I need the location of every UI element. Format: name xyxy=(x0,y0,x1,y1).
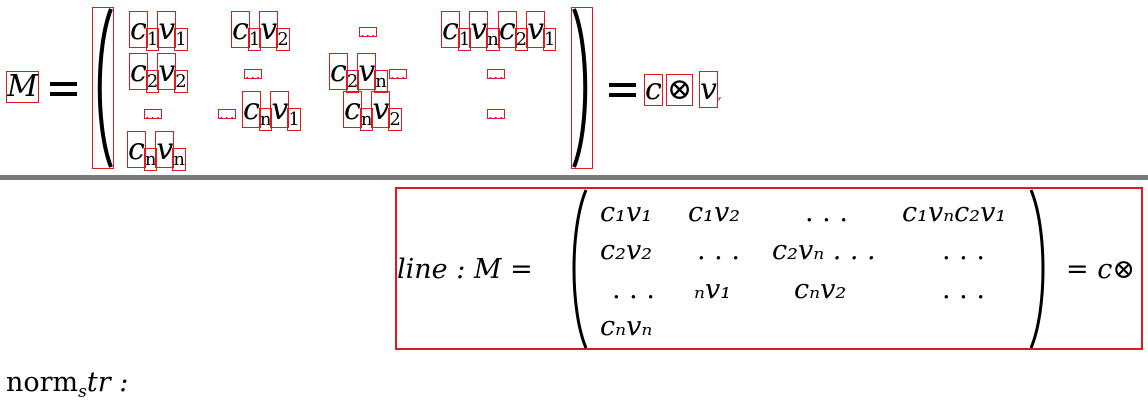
entry-r2c1: c2v2 xyxy=(129,53,188,93)
equals-bar-top xyxy=(50,82,77,86)
otimes-symbol: ⊗ xyxy=(665,72,694,107)
norm-rest: tr : xyxy=(86,367,129,398)
right-paren xyxy=(572,8,588,168)
m2-r2c4: . . . xyxy=(942,235,985,266)
rhs-c: c xyxy=(644,72,663,107)
entry-r3c3: cnv2 xyxy=(343,91,402,131)
annotated-expression: M c1v1 c1v2 ... c1vnc2v1 c2v2 ... c2vn .… xyxy=(0,0,1148,176)
norm-text: norm xyxy=(6,367,79,398)
left-paren-box xyxy=(92,7,114,169)
line-prefix: line : M = xyxy=(397,254,533,285)
entry-r1c1: c1v1 xyxy=(129,11,188,51)
m2-r1c3: . . . xyxy=(805,197,848,228)
entry-r3c2: cnv1 xyxy=(242,91,301,131)
entry-r2c3: c2vn xyxy=(329,53,388,93)
line-suffix: = c⊗ xyxy=(1066,254,1135,285)
rhs-equals-bar-bottom xyxy=(609,93,636,97)
rhs-equals-bar-top xyxy=(609,83,636,87)
rhs-v: v, xyxy=(699,71,723,108)
entry-r2c3-dots: ... xyxy=(388,67,408,83)
entry-r1c4: c1vnc2v1 xyxy=(441,11,557,51)
line-expression-box xyxy=(395,187,1143,350)
m2-r3c1: . . . xyxy=(612,274,655,305)
m2-r2c3: c₂vₙ . . . xyxy=(772,235,876,266)
entry-r1c3-dots: ... xyxy=(358,25,378,41)
m2-r2c2: . . . xyxy=(697,235,740,266)
m2-r4c1: cₙvₙ xyxy=(600,311,653,342)
entry-r3c2-dots: ... xyxy=(217,107,237,123)
m2-r1c1: c₁v₁ xyxy=(600,197,653,228)
entry-r2c4-dots: ... xyxy=(486,67,506,83)
norm-sub: s xyxy=(78,382,87,402)
entry-r1c2: c1v2 xyxy=(231,11,290,51)
lhs-symbol: M xyxy=(6,69,39,104)
equals-bar-bottom xyxy=(50,92,77,96)
separator-line xyxy=(0,175,1148,180)
left-paren xyxy=(97,8,113,168)
m2-r1c2: c₁v₂ xyxy=(688,197,741,228)
entry-r3c4-dots: ... xyxy=(486,107,506,123)
m2-r2c1: c₂v₂ xyxy=(600,235,653,266)
entry-r2c2-dots: ... xyxy=(243,67,263,83)
m2-r3c3: cₙv₂ xyxy=(794,274,847,305)
m2-r1c4: c₁vₙc₂v₁ xyxy=(902,197,1007,228)
m2-r3c4: . . . xyxy=(942,274,985,305)
right-paren-2 xyxy=(1029,189,1045,349)
norm-line: normstr : xyxy=(6,368,128,403)
m2-r3c2: ₙv₁ xyxy=(694,274,732,305)
left-paren-2 xyxy=(572,189,588,349)
entry-r3c1-dots: ... xyxy=(143,107,163,123)
right-paren-box xyxy=(571,7,593,169)
entry-r4c1: cnvn xyxy=(127,131,186,171)
